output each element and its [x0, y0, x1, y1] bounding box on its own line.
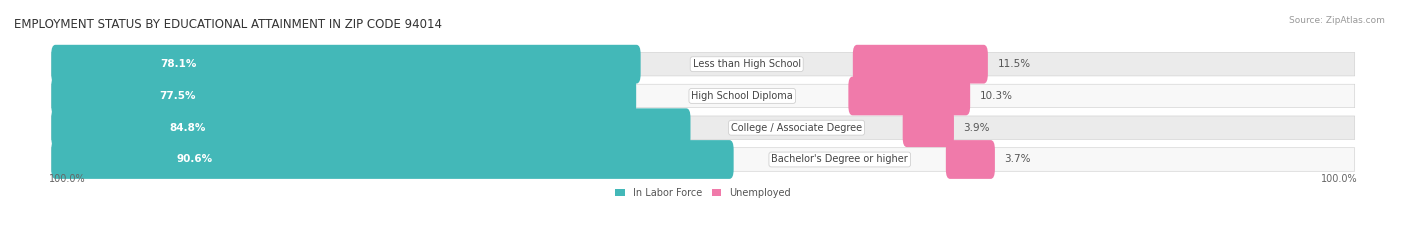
FancyBboxPatch shape: [903, 108, 953, 147]
Legend: In Labor Force, Unemployed: In Labor Force, Unemployed: [612, 184, 794, 202]
Text: 77.5%: 77.5%: [159, 91, 195, 101]
FancyBboxPatch shape: [51, 116, 1355, 140]
FancyBboxPatch shape: [51, 84, 1355, 108]
FancyBboxPatch shape: [51, 148, 1355, 171]
Text: 100.0%: 100.0%: [48, 174, 86, 184]
FancyBboxPatch shape: [51, 108, 690, 147]
Text: High School Diploma: High School Diploma: [692, 91, 793, 101]
Text: 3.7%: 3.7%: [1004, 154, 1031, 164]
Text: Source: ZipAtlas.com: Source: ZipAtlas.com: [1289, 16, 1385, 25]
Text: Less than High School: Less than High School: [693, 59, 801, 69]
Text: 78.1%: 78.1%: [160, 59, 197, 69]
FancyBboxPatch shape: [853, 45, 988, 84]
FancyBboxPatch shape: [51, 52, 1355, 76]
Text: 84.8%: 84.8%: [169, 123, 205, 133]
Text: EMPLOYMENT STATUS BY EDUCATIONAL ATTAINMENT IN ZIP CODE 94014: EMPLOYMENT STATUS BY EDUCATIONAL ATTAINM…: [14, 18, 441, 31]
Text: 90.6%: 90.6%: [177, 154, 212, 164]
Text: Bachelor's Degree or higher: Bachelor's Degree or higher: [772, 154, 908, 164]
Text: 10.3%: 10.3%: [980, 91, 1012, 101]
Text: College / Associate Degree: College / Associate Degree: [731, 123, 862, 133]
FancyBboxPatch shape: [848, 77, 970, 115]
Text: 100.0%: 100.0%: [1320, 174, 1358, 184]
FancyBboxPatch shape: [51, 77, 636, 115]
Text: 11.5%: 11.5%: [997, 59, 1031, 69]
FancyBboxPatch shape: [51, 45, 641, 84]
FancyBboxPatch shape: [51, 140, 734, 179]
Text: 3.9%: 3.9%: [963, 123, 990, 133]
FancyBboxPatch shape: [946, 140, 995, 179]
